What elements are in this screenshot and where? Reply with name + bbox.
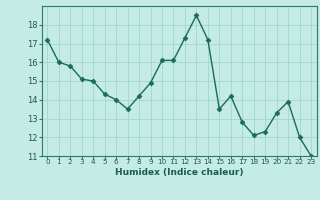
- X-axis label: Humidex (Indice chaleur): Humidex (Indice chaleur): [115, 168, 244, 177]
